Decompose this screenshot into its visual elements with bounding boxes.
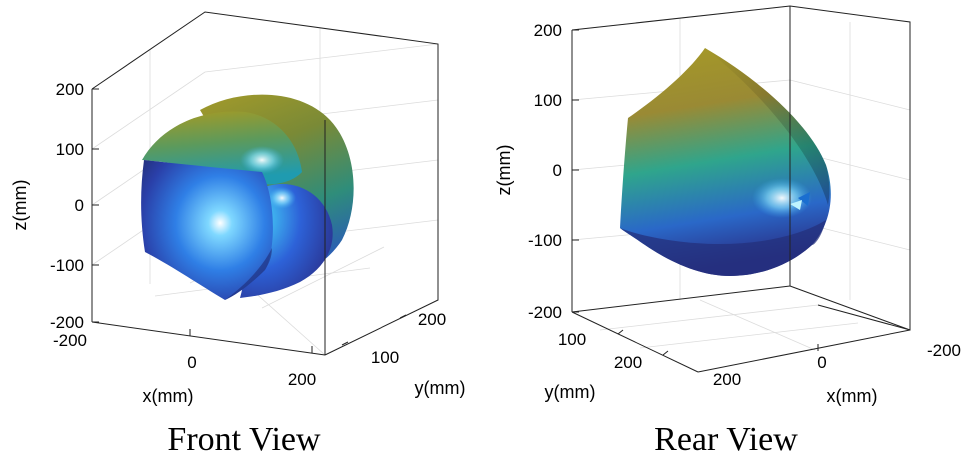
front-z-ticks: 200 100 0 -100 -200 — [50, 80, 84, 332]
front-tickmarks — [92, 88, 407, 353]
front-y-tick: 200 — [418, 310, 446, 329]
rear-z-tick: -100 — [528, 231, 562, 250]
rear-z-ticks: 200 100 0 -100 -200 — [528, 21, 562, 322]
front-y-tick: 100 — [371, 348, 399, 367]
rear-notch — [798, 192, 810, 206]
rear-z-tick: -200 — [528, 303, 562, 322]
rear-view-plot: 200 100 0 -100 -200 100 200 200 0 -200 z… — [494, 5, 961, 458]
rear-z-axis-label: z(mm) — [494, 145, 514, 196]
front-z-axis-label: z(mm) — [10, 180, 30, 231]
rear-surface-lower-edge — [620, 220, 826, 276]
front-x-tick: 0 — [187, 353, 196, 372]
rear-view-caption: Rear View — [654, 421, 798, 458]
front-z-tick: 0 — [75, 196, 84, 215]
rear-y-ticks: 100 200 200 — [558, 330, 741, 389]
rear-surface — [620, 48, 831, 276]
rear-z-tick: 100 — [534, 91, 562, 110]
front-x-ticks: -200 0 200 — [53, 331, 316, 389]
front-surface-left-lobe — [141, 160, 273, 300]
rear-axes-box — [571, 5, 911, 373]
front-surface — [141, 94, 354, 300]
front-z-tick: -100 — [50, 256, 84, 275]
front-x-axis-label: x(mm) — [143, 386, 194, 406]
rear-x-tick: -200 — [927, 341, 961, 360]
front-z-tick: 100 — [56, 140, 84, 159]
rear-y-tick: 200 — [713, 370, 741, 389]
rear-y-tick: 200 — [614, 353, 642, 372]
front-highlight-top — [240, 146, 284, 174]
rear-x-axis-label: x(mm) — [827, 386, 878, 406]
rear-x-tick: 0 — [817, 353, 826, 372]
front-highlight-right — [268, 187, 296, 209]
front-y-ticks: 100 200 — [371, 310, 446, 367]
front-y-axis-label: y(mm) — [415, 378, 466, 398]
rear-notch-light — [790, 200, 802, 210]
rear-y-tick: 100 — [558, 330, 586, 349]
rear-y-axis-label: y(mm) — [545, 382, 596, 402]
front-x-tick: 200 — [288, 370, 316, 389]
front-view-plot: 200 100 0 -100 -200 -200 0 200 100 200 z… — [10, 11, 466, 458]
front-view-caption: Front View — [167, 421, 321, 458]
front-x-tick: -200 — [53, 331, 87, 350]
rear-z-tick: 200 — [534, 21, 562, 40]
rear-tickmarks — [572, 29, 911, 356]
front-z-tick: -200 — [50, 313, 84, 332]
rear-z-tick: 0 — [553, 161, 562, 180]
front-z-tick: 200 — [56, 80, 84, 99]
rear-x-ticks: 0 -200 — [817, 341, 961, 372]
